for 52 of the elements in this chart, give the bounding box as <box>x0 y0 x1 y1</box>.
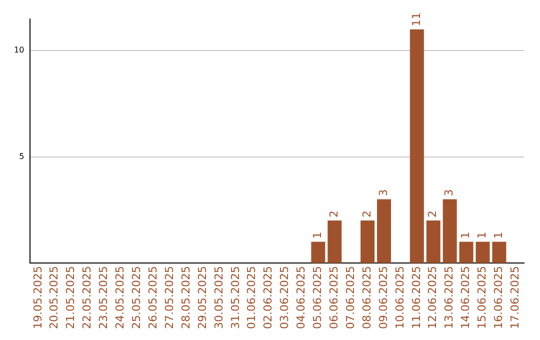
bar <box>442 199 457 264</box>
x-tick-label: 17.06.2025 <box>508 266 522 330</box>
y-tick-label: 5 <box>19 152 24 161</box>
bar <box>410 29 424 264</box>
x-tick-label: 07.06.2025 <box>344 266 357 330</box>
x-tick-label: 02.06.2025 <box>262 266 275 330</box>
x-tick-label: 09.06.2025 <box>376 266 390 330</box>
x-tick-label: 23.05.2025 <box>97 266 110 330</box>
data-label: 1 <box>492 232 506 239</box>
x-tick-label: 11.06.2025 <box>410 266 423 330</box>
x-tick-label: 30.05.2025 <box>212 266 226 330</box>
bar <box>377 199 392 264</box>
bar <box>492 242 506 264</box>
x-tick-label: 13.06.2025 <box>442 266 456 330</box>
x-tick-label: 08.06.2025 <box>360 266 374 330</box>
x-tick-label: 24.05.2025 <box>114 266 127 330</box>
x-tick-label: 12.06.2025 <box>426 266 440 330</box>
bar <box>476 242 490 264</box>
data-label: 2 <box>360 210 374 218</box>
data-label: 2 <box>327 210 340 218</box>
x-tick-label: 29.05.2025 <box>196 266 209 330</box>
x-tick-label: 06.06.2025 <box>327 266 340 330</box>
x-tick-label: 14.06.2025 <box>459 266 472 330</box>
data-label: 2 <box>426 210 440 218</box>
data-label: 1 <box>459 232 472 239</box>
x-tick-label: 03.06.2025 <box>278 266 292 330</box>
data-label: 1 <box>311 232 324 239</box>
bar <box>328 220 342 264</box>
x-tick-label: 01.06.2025 <box>245 266 258 330</box>
x-tick-label: 16.06.2025 <box>492 266 506 330</box>
bar <box>311 242 326 264</box>
x-tick-label: 27.05.2025 <box>162 266 176 330</box>
bar <box>426 220 440 264</box>
x-tick-label: 05.06.2025 <box>311 266 324 330</box>
data-label: 11 <box>410 12 423 26</box>
x-tick-label: 04.06.2025 <box>294 266 308 330</box>
x-tick-label: 15.06.2025 <box>476 266 489 330</box>
bar <box>459 242 474 264</box>
bar <box>360 220 375 264</box>
x-tick-label: 22.05.2025 <box>80 266 94 330</box>
x-tick-label: 31.05.2025 <box>228 266 242 330</box>
x-tick-label: 19.05.2025 <box>31 266 44 330</box>
data-label: 3 <box>442 189 456 196</box>
data-label: 1 <box>476 232 489 239</box>
y-tick-label: 10 <box>14 46 24 55</box>
x-tick-label: 28.05.2025 <box>179 266 192 330</box>
x-tick-label: 21.05.2025 <box>64 266 78 330</box>
data-label: 3 <box>376 189 390 196</box>
x-tick-label: 20.05.2025 <box>48 266 61 330</box>
x-tick-label: 25.05.2025 <box>130 266 144 330</box>
x-tick-label: 26.05.2025 <box>146 266 160 330</box>
x-tick-label: 10.06.2025 <box>393 266 406 330</box>
